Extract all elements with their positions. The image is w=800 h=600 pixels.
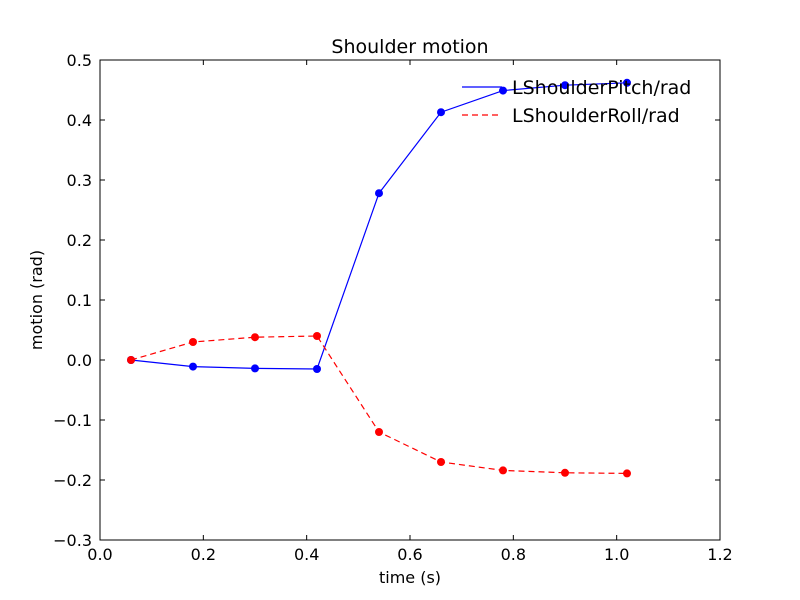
series-0-point: [623, 78, 631, 87]
x-axis-label: time (s): [379, 568, 441, 587]
series-1-point: [437, 458, 445, 466]
series-layer: [127, 78, 631, 478]
y-tick-label: −0.1: [53, 411, 92, 430]
y-tick-label: 0.3: [67, 171, 92, 190]
chart-title: Shoulder motion: [331, 36, 488, 58]
series-0-point: [499, 86, 507, 95]
series-1-point: [623, 469, 631, 478]
y-tick-label: −0.3: [53, 531, 92, 550]
series-1-point: [313, 332, 321, 340]
y-tick-label: 0.5: [67, 51, 92, 70]
x-tick-label: 0.2: [191, 545, 216, 564]
x-tick-label: 0.6: [397, 545, 422, 564]
x-tick-label: 0.8: [501, 545, 526, 564]
x-tick-label: 1.2: [707, 545, 732, 564]
x-tick-label: 0.0: [87, 545, 112, 564]
series-1-point: [561, 468, 569, 477]
series-1-point: [189, 338, 197, 346]
plot-background: [100, 60, 720, 540]
series-0-point: [561, 81, 569, 90]
series-1-point: [375, 428, 383, 436]
y-tick-label: 0.1: [67, 291, 92, 310]
series-1-point: [499, 466, 507, 475]
series-0-point: [375, 189, 383, 198]
legend-label-1: LShoulderRoll/rad: [512, 105, 680, 127]
series-0-point: [251, 364, 259, 373]
y-tick-label: 0.2: [67, 231, 92, 250]
legend-label-0: LShoulderPitch/rad: [512, 77, 691, 99]
series-0-point: [189, 362, 197, 371]
x-tick-label: 0.4: [294, 545, 319, 564]
plot-area: [100, 60, 720, 540]
series-0-point: [437, 108, 445, 117]
y-tick-label: 0.4: [67, 111, 92, 130]
axes-layer: 0.0 0.2 0.4 0.6 0.8 1.0 1.2 −0.3 −0.2 −0.1 0.0 0.1 0…: [53, 51, 733, 564]
series-1-point: [127, 356, 135, 364]
legend: LShoulderPitch/rad LShoulderRoll/rad: [462, 77, 691, 127]
series-1-point: [251, 333, 259, 342]
y-tick-label: −0.2: [53, 471, 92, 490]
series-0-point: [313, 365, 321, 373]
y-tick-label: 0.0: [67, 351, 92, 370]
y-axis-label: motion (rad): [27, 250, 46, 350]
x-tick-label: 1.0: [604, 545, 629, 564]
